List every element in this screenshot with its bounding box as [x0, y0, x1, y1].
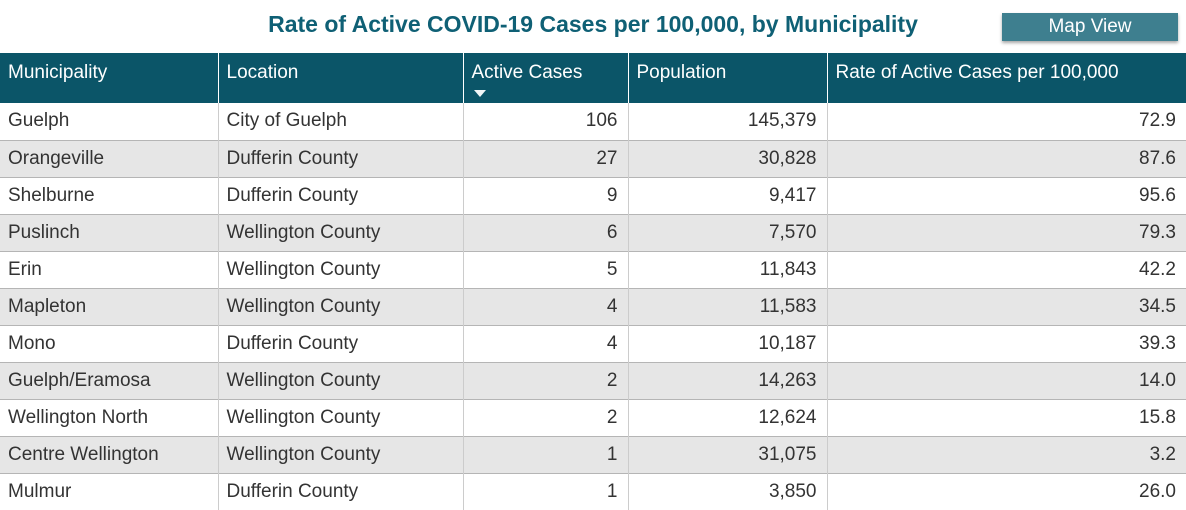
table-cell: Wellington County: [218, 251, 464, 288]
table-cell: 6: [463, 214, 629, 251]
table-cell: 30,828: [628, 140, 828, 177]
table-cell: Dufferin County: [218, 473, 464, 510]
table-body: Guelph City of Guelph 106 145,379 72.9 Orange…: [0, 103, 1186, 510]
table-cell: 14.0: [1139, 369, 1176, 391]
table-cell: Wellington County: [218, 214, 464, 251]
table-row[interactable]: Mulmur Dufferin County 1 3,850 26.0: [0, 473, 1186, 510]
table-cell: 9,417: [628, 177, 828, 214]
table-cell: 27: [463, 140, 629, 177]
table-cell: 2: [463, 362, 629, 399]
table-cell: 7,570: [628, 214, 828, 251]
table-cell: 10,187: [628, 325, 828, 362]
column-header-municipality[interactable]: Municipality: [0, 53, 219, 103]
table-cell: Wellington County: [218, 436, 464, 473]
table-cell: 3,850: [628, 473, 828, 510]
table-cell: 34.5: [1139, 295, 1176, 317]
column-header-label: Location: [226, 62, 299, 83]
table-row[interactable]: Wellington North Wellington County 2 12,624…: [0, 399, 1186, 436]
table-cell: Mulmur: [0, 473, 219, 510]
table-cell: 9: [463, 177, 629, 214]
covid-rate-table: Municipality Location Active Cases Popul…: [0, 53, 1186, 510]
table-cell: 26.0: [1139, 480, 1176, 502]
table-cell: Dufferin County: [218, 140, 464, 177]
map-view-button[interactable]: Map View: [1002, 13, 1178, 41]
table-cell: Wellington North: [0, 399, 219, 436]
table-cell: 12,624: [628, 399, 828, 436]
table-cell: 2: [463, 399, 629, 436]
column-header-label: Population: [636, 62, 727, 83]
table-row[interactable]: Shelburne Dufferin County 9 9,417 95.6: [0, 177, 1186, 214]
page-title: Rate of Active COVID-19 Cases per 100,00…: [268, 11, 918, 37]
table-header-row: Municipality Location Active Cases Popul…: [0, 53, 1186, 103]
table-row[interactable]: Erin Wellington County 5 11,843 42.2: [0, 251, 1186, 288]
table-cell: 14,263: [628, 362, 828, 399]
table-cell: 5: [463, 251, 629, 288]
table-cell: 72.9: [1139, 110, 1176, 132]
map-view-button-label: Map View: [1048, 16, 1132, 37]
table-row[interactable]: Orangeville Dufferin County 27 30,828 87.6: [0, 140, 1186, 177]
table-row[interactable]: Centre Wellington Wellington County 1 31,07…: [0, 436, 1186, 473]
table-cell: 145,379: [628, 103, 828, 140]
table-cell: Puslinch: [0, 214, 219, 251]
table-cell: 79.3: [1139, 221, 1176, 243]
column-header-label: Rate of Active Cases per 100,000: [835, 62, 1119, 83]
table-row[interactable]: Mapleton Wellington County 4 11,583 34.5: [0, 288, 1186, 325]
sort-descending-icon: [473, 90, 486, 97]
table-row[interactable]: Guelph/Eramosa Wellington County 2 14,263 14…: [0, 362, 1186, 399]
table-cell: Wellington County: [218, 399, 464, 436]
table-cell: 42.2: [1139, 258, 1176, 280]
table-cell: 95.6: [1139, 184, 1176, 206]
table-cell: City of Guelph: [218, 103, 464, 140]
column-header-rate[interactable]: Rate of Active Cases per 100,000: [827, 53, 1186, 103]
table-cell: Centre Wellington: [0, 436, 219, 473]
table-cell: Guelph: [0, 103, 219, 140]
table-cell: 31,075: [628, 436, 828, 473]
table-cell: 4: [463, 325, 629, 362]
table-cell: 1: [463, 436, 629, 473]
top-bar: Rate of Active COVID-19 Cases per 100,00…: [0, 0, 1186, 53]
table-cell: 106: [463, 103, 629, 140]
table-cell: 1: [463, 473, 629, 510]
table-cell: Wellington County: [218, 288, 464, 325]
column-header-label: Municipality: [8, 62, 108, 83]
table-cell: Erin: [0, 251, 219, 288]
table-cell: Dufferin County: [218, 177, 464, 214]
table-cell: 87.6: [1139, 147, 1176, 169]
table-cell: Dufferin County: [218, 325, 464, 362]
table-row[interactable]: Mono Dufferin County 4 10,187 39.3: [0, 325, 1186, 362]
column-header-label: Active Cases: [471, 62, 583, 83]
table-cell: Wellington County: [218, 362, 464, 399]
table-cell: 4: [463, 288, 629, 325]
column-header-population[interactable]: Population: [628, 53, 828, 103]
table-cell: 11,583: [628, 288, 828, 325]
column-header-active-cases[interactable]: Active Cases: [463, 53, 629, 103]
table-cell: Mono: [0, 325, 219, 362]
table-cell: Shelburne: [0, 177, 219, 214]
table-cell: 15.8: [1139, 406, 1176, 428]
table-row[interactable]: Guelph City of Guelph 106 145,379 72.9: [0, 103, 1186, 140]
table-cell: Orangeville: [0, 140, 219, 177]
column-header-location[interactable]: Location: [218, 53, 464, 103]
table-cell: 11,843: [628, 251, 828, 288]
table-cell: 3.2: [1149, 443, 1176, 465]
table-cell: Guelph/Eramosa: [0, 362, 219, 399]
table-cell: Mapleton: [0, 288, 219, 325]
table-cell: 39.3: [1139, 332, 1176, 354]
table-row[interactable]: Puslinch Wellington County 6 7,570 79.3: [0, 214, 1186, 251]
